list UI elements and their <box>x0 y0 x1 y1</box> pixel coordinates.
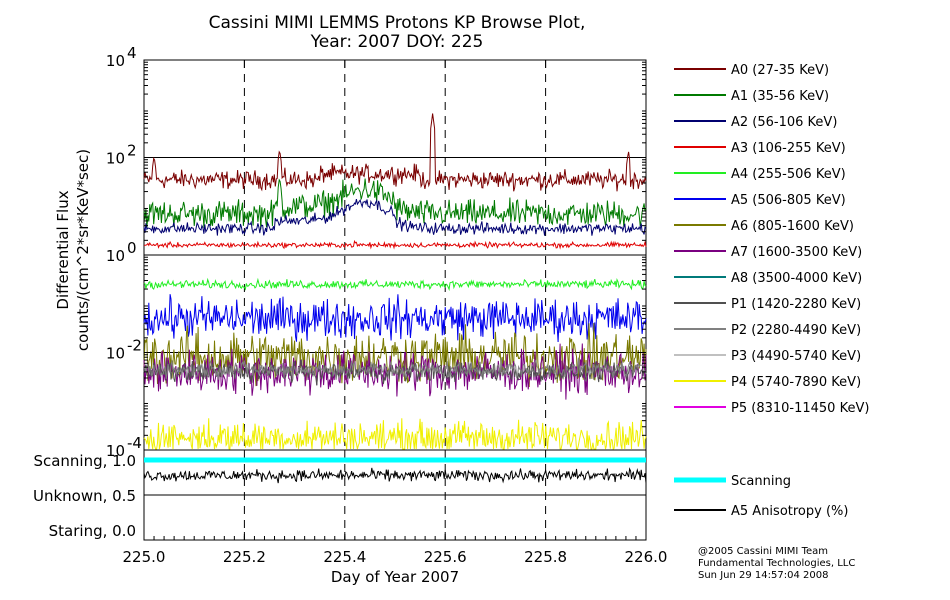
series-line-1 <box>143 178 647 230</box>
legend-label: A0 (27-35 KeV) <box>731 63 829 78</box>
legend-label: P1 (1420-2280 KeV) <box>731 297 861 312</box>
legend-label: A8 (3500-4000 KeV) <box>731 271 862 286</box>
y-axis-label-line1: Differential Flux <box>54 190 72 309</box>
y-tick-exponent: 0 <box>127 239 137 257</box>
y-tick-label: 10 <box>106 442 125 460</box>
credit-line2: Fundamental Technologies, LLC <box>698 558 855 569</box>
y-tick-exponent: 2 <box>127 142 137 160</box>
legend: A0 (27-35 KeV) A1 (35-56 KeV) A2 (56-106 K… <box>674 63 869 416</box>
y-tick-exponent: 4 <box>127 44 137 62</box>
legend-label: P4 (5740-7890 KeV) <box>731 375 861 390</box>
y-tick-label: 10 <box>106 247 125 265</box>
y-tick-label: 10 <box>106 345 125 363</box>
series-line-12 <box>143 418 647 450</box>
x-tick-label: 225.2 <box>223 548 266 566</box>
legend-label: P3 (4490-5740 KeV) <box>731 349 861 364</box>
lower-legend-label: Scanning <box>731 474 791 489</box>
lower-y-label: Scanning, 1.0 <box>33 452 136 470</box>
legend-label: P5 (8310-11450 KeV) <box>731 401 869 416</box>
lower-legend: Scanning A5 Anisotropy (%) <box>674 474 848 519</box>
series-line-10 <box>143 357 647 380</box>
x-tick-label: 225.6 <box>424 548 467 566</box>
flux-series <box>143 113 647 450</box>
legend-label: A1 (35-56 KeV) <box>731 89 829 104</box>
x-tick-label: 225.8 <box>524 548 567 566</box>
credit-line3: Sun Jun 29 14:57:04 2008 <box>698 570 828 581</box>
legend-label: A7 (1600-3500 KeV) <box>731 245 862 260</box>
series-line-3 <box>143 239 647 250</box>
legend-label: A6 (805-1600 KeV) <box>731 219 854 234</box>
legend-label: A3 (106-255 KeV) <box>731 141 846 156</box>
legend-label: A4 (255-506 KeV) <box>731 167 846 182</box>
legend-label: P2 (2280-4490 KeV) <box>731 323 861 338</box>
legend-label: A5 (506-805 KeV) <box>731 193 846 208</box>
lower-y-label: Unknown, 0.5 <box>33 487 136 505</box>
series-line-9 <box>143 358 647 386</box>
credit-line1: @2005 Cassini MIMI Team <box>698 546 828 557</box>
series-line-0 <box>143 113 647 192</box>
flux-grid <box>144 60 646 450</box>
chart-title-line1: Cassini MIMI LEMMS Protons KP Browse Plo… <box>209 13 586 33</box>
legend-label: A2 (56-106 KeV) <box>731 115 837 130</box>
anisotropy-panel: Scanning, 1.0 Unknown, 0.5 Staring, 0.0 <box>33 449 647 541</box>
series-line-4 <box>143 277 647 292</box>
y-tick-exponent: -2 <box>127 337 142 355</box>
y-tick-label: 10 <box>106 52 125 70</box>
lower-legend-label: A5 Anisotropy (%) <box>731 504 848 519</box>
lower-y-label: Staring, 0.0 <box>49 522 136 540</box>
anisotropy-series <box>143 457 647 484</box>
series-line-5 <box>143 294 647 343</box>
anisotropy-line <box>143 467 647 484</box>
x-tick-label: 225.0 <box>123 548 166 566</box>
series-line-2 <box>143 198 647 236</box>
x-axis-ticks: 225.0 225.2 225.4 225.6 225.8 226.0 <box>123 60 668 566</box>
y-tick-exponent: -4 <box>127 434 142 452</box>
series-line-6 <box>143 322 647 388</box>
anisotropy-y-labels: Scanning, 1.0 Unknown, 0.5 Staring, 0.0 <box>33 452 136 540</box>
y-axis-label-line2: counts/(cm^2*sr*KeV*sec) <box>74 149 92 351</box>
y-tick-label: 10 <box>106 150 125 168</box>
anisotropy-grid <box>144 450 646 540</box>
x-axis-label: Day of Year 2007 <box>331 568 459 586</box>
x-tick-label: 225.4 <box>323 548 366 566</box>
chart-title-line2: Year: 2007 DOY: 225 <box>310 32 484 52</box>
x-tick-label: 226.0 <box>625 548 668 566</box>
